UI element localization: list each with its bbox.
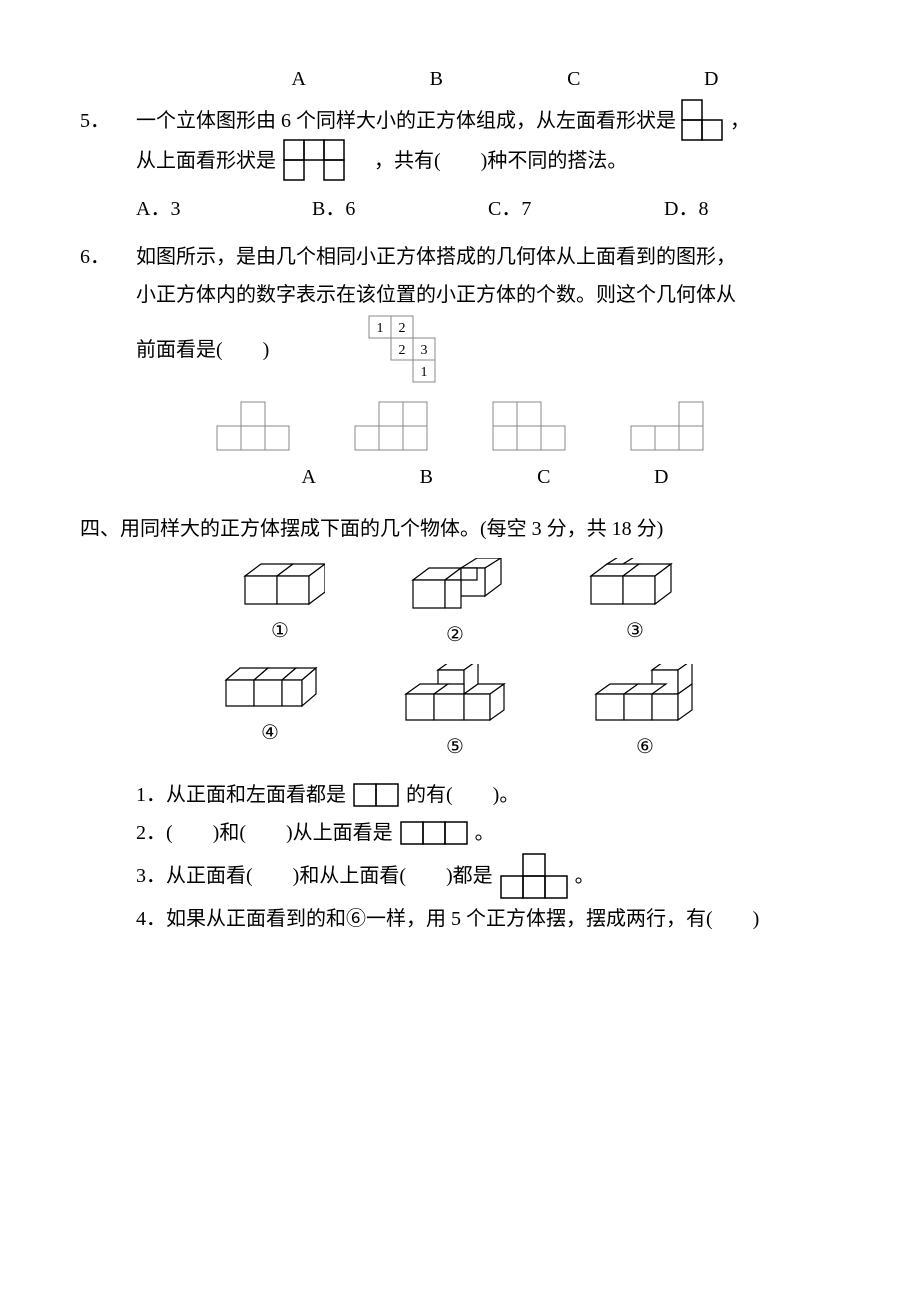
q6-shape-B	[352, 400, 430, 454]
sec4-q2a: 2．( )和( )从上面看是	[136, 814, 393, 852]
fig4-icon	[220, 664, 320, 710]
q6-choice-shapes	[80, 400, 840, 454]
sec4-q3-shape	[499, 852, 569, 900]
q6-shape-D	[628, 400, 706, 454]
q6-opt-C: C	[485, 458, 603, 496]
q6-line1: 6． 如图所示，是由几个相同小正方体搭成的几何体从上面看到的图形，	[80, 238, 840, 276]
q6-top-grid-icon: 1 2 2 3 1	[359, 314, 439, 386]
q6-opt-A: A	[250, 458, 368, 496]
q6-text2: 小正方体内的数字表示在该位置的小正方体的个数。则这个几何体从	[136, 284, 736, 306]
fig1-icon	[235, 558, 325, 608]
svg-text:2: 2	[399, 343, 406, 358]
q5-text-a: 一个立体图形由 6 个同样大小的正方体组成，从左面看形状是	[136, 102, 676, 140]
q6-line2: 小正方体内的数字表示在该位置的小正方体的个数。则这个几何体从	[80, 276, 840, 314]
fig-5: ⑤	[400, 664, 510, 766]
fig-3: ③	[585, 558, 685, 654]
sec4-heading: 四、用同样大的正方体摆成下面的几个物体。(每空 3 分，共 18 分)	[80, 510, 840, 548]
fig3-icon	[585, 558, 685, 608]
sec4-q2b: 。	[475, 814, 495, 852]
fig5-label: ⑤	[400, 728, 510, 766]
fig-1: ①	[235, 558, 325, 654]
fig6-label: ⑥	[590, 728, 700, 766]
q5-opt-A: A．3	[136, 190, 312, 228]
fig-6: ⑥	[590, 664, 700, 766]
q6-option-labels: A B C D	[80, 458, 840, 496]
q5-opt-C: C．7	[488, 190, 664, 228]
sec4-q4: 4．如果从正面看到的和⑥一样，用 5 个正方体摆，摆成两行，有( )	[80, 900, 840, 938]
q6-opt-D: D	[603, 458, 721, 496]
sec4-q2: 2．( )和( )从上面看是 。	[80, 814, 840, 852]
q5-text-c: 从上面看形状是	[136, 142, 276, 180]
q5-top-view-icon	[282, 138, 368, 184]
q6-opt-B: B	[368, 458, 486, 496]
q6-shape-C	[490, 400, 568, 454]
fig5-icon	[400, 664, 510, 724]
fig2-label: ②	[405, 616, 505, 654]
opt-C: C	[505, 60, 643, 98]
q5-text-b: ，	[730, 102, 750, 140]
q6-shape-A	[214, 400, 292, 454]
sec4-q3a: 3．从正面看( )和从上面看( )都是	[136, 857, 493, 895]
q5-text-d: ，共有( )种不同的搭法。	[374, 142, 627, 180]
opt-D: D	[643, 60, 781, 98]
fig-4: ④	[220, 664, 320, 766]
option-labels-prev: A B C D	[80, 60, 840, 98]
svg-text:2: 2	[399, 321, 406, 336]
svg-text:3: 3	[421, 343, 428, 358]
opt-A: A	[230, 60, 368, 98]
q6-text3: 前面看是( )	[136, 331, 269, 369]
sec4-q1b: 的有( )。	[406, 776, 519, 814]
sec4-q3b: 。	[575, 857, 595, 895]
sec4-figs-row1: ① ② ③	[80, 558, 840, 654]
q6-line3: 前面看是( ) 1 2 2 3 1	[80, 314, 840, 386]
q5-opt-D: D．8	[664, 190, 840, 228]
q6-text1: 如图所示，是由几个相同小正方体搭成的几何体从上面看到的图形，	[136, 238, 736, 276]
svg-text:1: 1	[421, 365, 428, 380]
sec4-q3: 3．从正面看( )和从上面看( )都是 。	[80, 852, 840, 900]
sec4-q1a: 1．从正面和左面看都是	[136, 776, 346, 814]
fig3-label: ③	[585, 612, 685, 650]
fig1-label: ①	[235, 612, 325, 650]
q6-number: 6．	[80, 238, 136, 276]
q5-left-view-icon	[680, 98, 726, 144]
sec4-figs-row2: ④ ⑤ ⑥	[80, 664, 840, 766]
fig-2: ②	[405, 558, 505, 654]
q5-line2: 从上面看形状是 ，共有( )种不同的搭法。	[80, 138, 840, 184]
q5-options: A．3 B．6 C．7 D．8	[80, 190, 840, 228]
svg-text:1: 1	[377, 321, 384, 336]
fig4-label: ④	[220, 714, 320, 752]
sec4-q1-shape	[352, 782, 400, 808]
fig6-icon	[590, 664, 700, 724]
q5-opt-B: B．6	[312, 190, 488, 228]
fig2-icon	[405, 558, 505, 612]
opt-B: B	[368, 60, 506, 98]
sec4-q1: 1．从正面和左面看都是 的有( )。	[80, 776, 840, 814]
q5-number: 5．	[80, 102, 136, 140]
sec4-q2-shape	[399, 820, 469, 846]
sec4-q4-text: 4．如果从正面看到的和⑥一样，用 5 个正方体摆，摆成两行，有( )	[136, 908, 759, 930]
